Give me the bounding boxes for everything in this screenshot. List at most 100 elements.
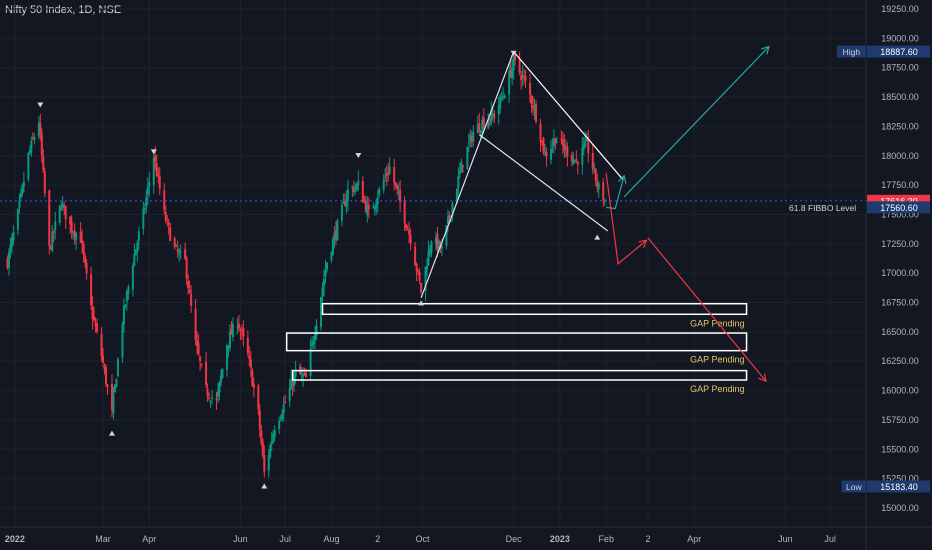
candle-body bbox=[378, 188, 381, 196]
candle-body bbox=[311, 342, 314, 346]
candle-body bbox=[330, 252, 333, 261]
candle-body bbox=[309, 349, 312, 377]
candle-body bbox=[334, 230, 337, 238]
candle-body bbox=[570, 154, 573, 161]
candle-body bbox=[225, 345, 228, 370]
candle-body bbox=[267, 454, 270, 471]
candle-body bbox=[134, 249, 137, 256]
y-tick-label: 16750.00 bbox=[881, 298, 919, 308]
candle-body bbox=[524, 76, 527, 81]
candle-body bbox=[40, 133, 43, 156]
candle-body bbox=[143, 208, 146, 210]
candle-body bbox=[51, 231, 54, 252]
candle-body bbox=[397, 192, 400, 194]
candle-body bbox=[602, 182, 605, 200]
upper-trend-line bbox=[513, 51, 624, 180]
candle-body bbox=[185, 258, 188, 279]
candle-body bbox=[142, 208, 145, 229]
candle-body bbox=[64, 205, 67, 220]
candle-body bbox=[288, 388, 291, 401]
candle-body bbox=[136, 242, 139, 252]
candle-body bbox=[424, 266, 427, 292]
candle-body bbox=[230, 329, 233, 335]
y-tick-label: 15750.00 bbox=[881, 415, 919, 425]
candle-body bbox=[591, 152, 594, 170]
candle-body bbox=[260, 430, 263, 444]
gap-pending-label: GAP Pending bbox=[690, 318, 744, 328]
bear-arrow-long-head bbox=[758, 373, 767, 383]
candle-body bbox=[197, 343, 200, 355]
candle-body bbox=[300, 373, 303, 375]
y-tick-label: 19250.00 bbox=[881, 4, 919, 14]
y-tick-label: 18000.00 bbox=[881, 151, 919, 161]
y-tick-label: 16250.00 bbox=[881, 356, 919, 366]
candle-body bbox=[414, 246, 417, 266]
candle-body bbox=[582, 144, 585, 150]
y-tick-label: 16500.00 bbox=[881, 327, 919, 337]
candle-body bbox=[596, 181, 599, 187]
candle-body bbox=[49, 246, 52, 250]
y-tick-label: 17250.00 bbox=[881, 239, 919, 249]
candle-body bbox=[84, 255, 87, 264]
candle-body bbox=[376, 197, 379, 205]
candle-body bbox=[305, 373, 308, 378]
candle-body bbox=[336, 220, 339, 241]
y-tick-label: 15250.00 bbox=[881, 474, 919, 484]
candle-body bbox=[482, 117, 485, 127]
candle-body bbox=[576, 161, 579, 165]
candle-body bbox=[269, 445, 272, 458]
price-tag-value: 17560.60 bbox=[880, 203, 918, 213]
candle-body bbox=[112, 394, 115, 414]
candle-body bbox=[560, 138, 563, 140]
candle-body bbox=[597, 183, 600, 190]
candle-body bbox=[272, 433, 275, 443]
candle-body bbox=[251, 370, 254, 387]
candle-body bbox=[61, 203, 64, 209]
candle-body bbox=[16, 209, 19, 230]
candle-body bbox=[39, 122, 42, 134]
candle-body bbox=[342, 201, 345, 204]
swing-marker-icon bbox=[418, 300, 425, 306]
candle-body bbox=[239, 329, 242, 331]
swing-marker-icon bbox=[510, 50, 517, 56]
candle-body bbox=[103, 366, 106, 369]
candle-body bbox=[196, 340, 199, 347]
bull-arrow-short bbox=[606, 175, 625, 210]
y-tick-label: 15500.00 bbox=[881, 444, 919, 454]
candle-body bbox=[551, 144, 554, 146]
candle-body bbox=[72, 232, 75, 234]
candle-body bbox=[199, 356, 202, 361]
x-tick-label: Dec bbox=[506, 534, 523, 544]
candle-body bbox=[206, 388, 209, 397]
candle-body bbox=[502, 95, 505, 97]
candle-body bbox=[325, 262, 328, 270]
candle-body bbox=[521, 74, 524, 78]
x-tick-label: Apr bbox=[142, 534, 156, 544]
candle-body bbox=[564, 146, 567, 149]
candle-body bbox=[163, 190, 166, 210]
candle-body bbox=[593, 167, 596, 169]
candle-body bbox=[173, 238, 176, 248]
candle-body bbox=[420, 282, 423, 293]
candle-body bbox=[12, 232, 15, 241]
candle-body bbox=[357, 180, 360, 186]
candle-body bbox=[514, 55, 517, 61]
candle-body bbox=[96, 323, 99, 332]
candle-body bbox=[145, 196, 148, 207]
candle-body bbox=[320, 297, 323, 327]
candle-body bbox=[488, 118, 491, 120]
candle-body bbox=[403, 200, 406, 224]
candle-body bbox=[281, 413, 284, 420]
x-tick-label: 2022 bbox=[5, 534, 25, 544]
candle-body bbox=[261, 441, 264, 456]
candle-body bbox=[375, 202, 378, 208]
candle-body bbox=[257, 385, 260, 410]
candle-body bbox=[122, 305, 125, 325]
y-tick-label: 16000.00 bbox=[881, 386, 919, 396]
candle-body bbox=[405, 224, 408, 229]
candle-body bbox=[314, 334, 317, 341]
candle-body bbox=[385, 173, 388, 177]
candle-body bbox=[323, 279, 326, 287]
